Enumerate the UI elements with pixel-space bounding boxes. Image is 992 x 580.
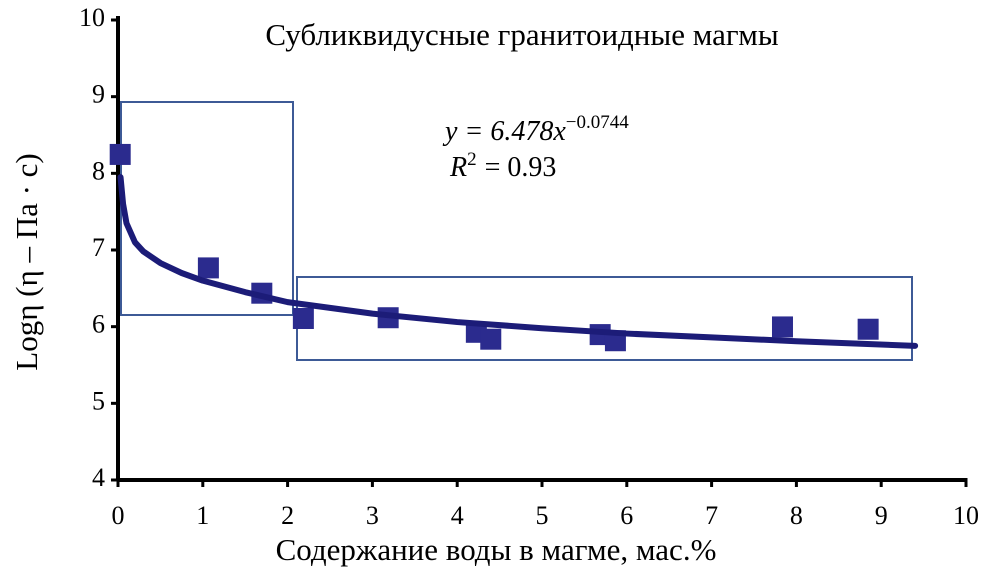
data-point — [480, 328, 502, 350]
r-value: = 0.93 — [485, 152, 557, 183]
x-tick-label: 0 — [112, 501, 125, 530]
data-point — [292, 308, 314, 329]
x-tick-label: 5 — [536, 501, 549, 530]
x-tick-label: 8 — [790, 501, 803, 530]
y-tick-label: 10 — [79, 3, 105, 32]
equation-text: y = 6.478x — [442, 116, 566, 147]
x-tick-label: 3 — [366, 501, 379, 530]
y-axis-label: Logη (η – Па · с) — [9, 153, 44, 370]
y-tick-label: 7 — [92, 233, 105, 262]
x-axis-label: Содержание воды в магме, мас.% — [276, 532, 717, 567]
data-point — [771, 316, 793, 338]
y-tick-label: 8 — [92, 156, 105, 185]
x-tick-label: 7 — [705, 501, 718, 530]
equation-exponent: −0.0744 — [566, 112, 629, 133]
x-tick-label: 4 — [451, 501, 464, 530]
data-point — [197, 257, 219, 279]
x-tick-label: 1 — [196, 501, 209, 530]
r-exponent: 2 — [467, 149, 477, 170]
y-tick-label: 5 — [92, 386, 105, 415]
chart-title: Субликвидусные гранитоидные магмы — [265, 17, 778, 52]
y-tick-label: 6 — [92, 310, 105, 339]
data-point — [109, 143, 131, 165]
x-tick-label: 9 — [875, 501, 888, 530]
r-label: R — [449, 152, 467, 183]
trend-line — [117, 174, 919, 349]
x-tick-label: 2 — [281, 501, 294, 530]
x-tick-label: 6 — [620, 501, 633, 530]
y-tick-label: 4 — [92, 463, 105, 492]
data-point — [857, 318, 879, 340]
r-squared: R2 = 0.93 — [449, 149, 556, 183]
equation: y = 6.478x−0.0744 — [442, 112, 629, 147]
y-tick-label: 9 — [92, 80, 105, 109]
x-tick-label: 10 — [953, 501, 979, 530]
